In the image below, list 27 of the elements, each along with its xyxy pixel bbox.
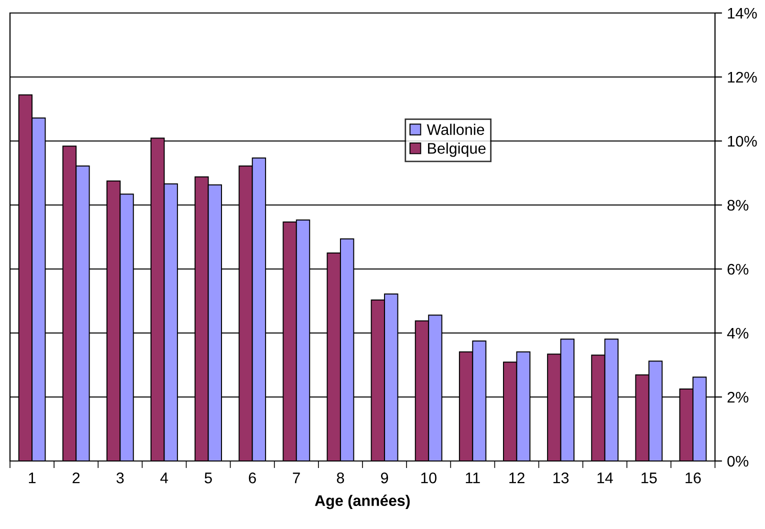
x-tick-label: 6 xyxy=(248,472,256,484)
y-tick-label: 0% xyxy=(727,456,748,467)
x-tick-label: 9 xyxy=(381,472,388,484)
x-tick-label: 16 xyxy=(686,472,701,484)
y-tick-label: 6% xyxy=(728,264,748,275)
y-tick-label: 14% xyxy=(728,8,757,19)
y-tick-label: 2% xyxy=(728,392,748,403)
x-tick-label: 10 xyxy=(421,472,436,484)
x-tick-label: 1 xyxy=(28,472,36,484)
x-tick-label: 13 xyxy=(553,472,569,484)
x-tick-label: 5 xyxy=(204,472,212,484)
y-tick-label: 12% xyxy=(728,72,757,83)
x-tick-label: 12 xyxy=(509,472,524,484)
x-axis-title: Age (années) xyxy=(314,494,410,510)
y-tick-label: 10% xyxy=(728,136,757,147)
x-tick-label: 7 xyxy=(292,472,300,484)
x-tick-label: 2 xyxy=(72,472,80,484)
legend-label: Wallonie xyxy=(426,124,484,136)
x-tick-label: 15 xyxy=(642,472,657,484)
legend-label: Belgique xyxy=(428,142,486,157)
y-tick-label: 4% xyxy=(727,328,748,339)
x-tick-label: 4 xyxy=(160,472,168,484)
x-tick-label: 3 xyxy=(116,472,124,484)
x-tick-label: 14 xyxy=(598,472,613,484)
y-tick-label: 8% xyxy=(727,200,748,211)
x-tick-label: 8 xyxy=(336,472,344,484)
x-tick-label: 11 xyxy=(466,472,480,484)
